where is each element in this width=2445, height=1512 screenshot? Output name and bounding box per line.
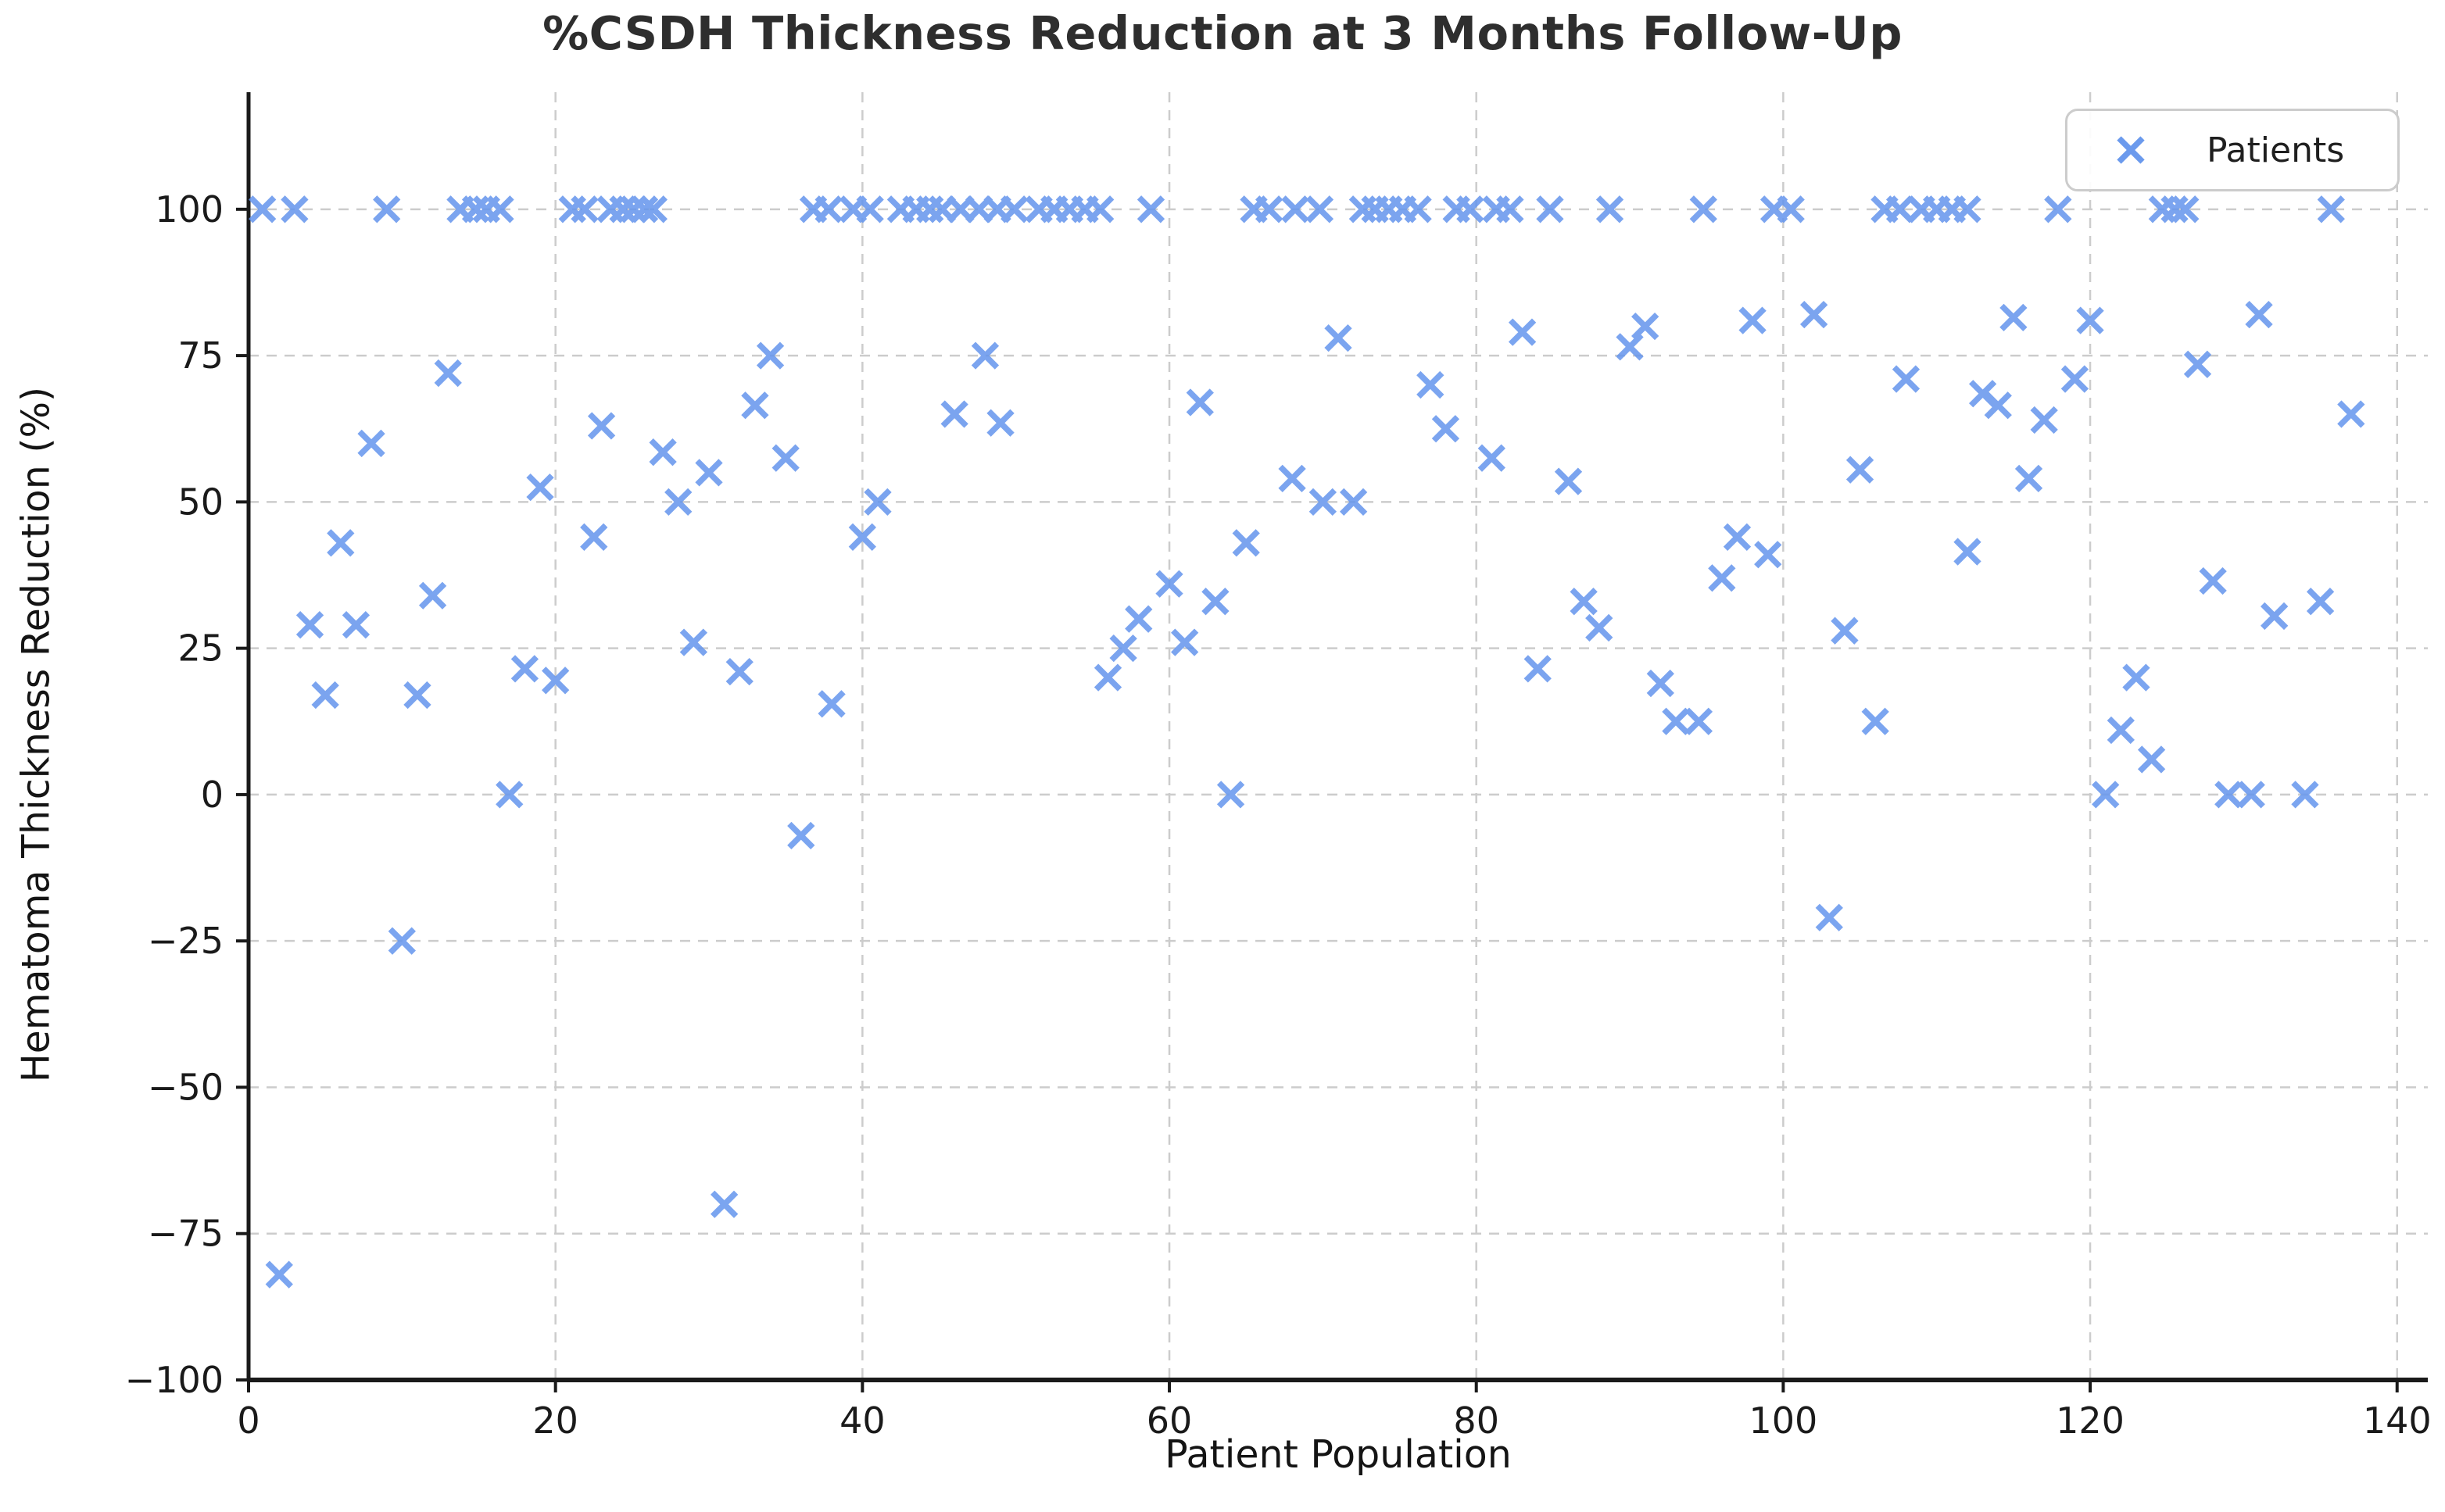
x-marker-icon: [2117, 136, 2145, 164]
svg-text:100: 100: [155, 188, 224, 231]
svg-text:20: 20: [532, 1399, 578, 1442]
svg-text:60: 60: [1147, 1399, 1193, 1442]
svg-text:0: 0: [237, 1399, 260, 1442]
svg-text:−25: −25: [148, 920, 224, 962]
svg-text:−100: −100: [125, 1359, 224, 1401]
svg-text:100: 100: [1749, 1399, 1817, 1442]
svg-text:−50: −50: [148, 1066, 224, 1108]
svg-text:−75: −75: [148, 1213, 224, 1255]
legend-label: Patients: [2207, 130, 2345, 170]
svg-text:25: 25: [177, 627, 224, 670]
svg-text:50: 50: [177, 481, 224, 523]
y-axis-label: Hematoma Thickness Reduction (%): [13, 386, 59, 1083]
svg-text:120: 120: [2056, 1399, 2125, 1442]
svg-text:80: 80: [1453, 1399, 1499, 1442]
svg-text:0: 0: [201, 774, 224, 816]
legend: Patients: [2065, 109, 2400, 191]
chart-title: %CSDH Thickness Reduction at 3 Months Fo…: [542, 6, 1903, 60]
svg-text:75: 75: [177, 334, 224, 377]
x-axis-label: Patient Population: [1165, 1432, 1512, 1477]
svg-text:40: 40: [839, 1399, 886, 1442]
svg-text:140: 140: [2363, 1399, 2432, 1442]
